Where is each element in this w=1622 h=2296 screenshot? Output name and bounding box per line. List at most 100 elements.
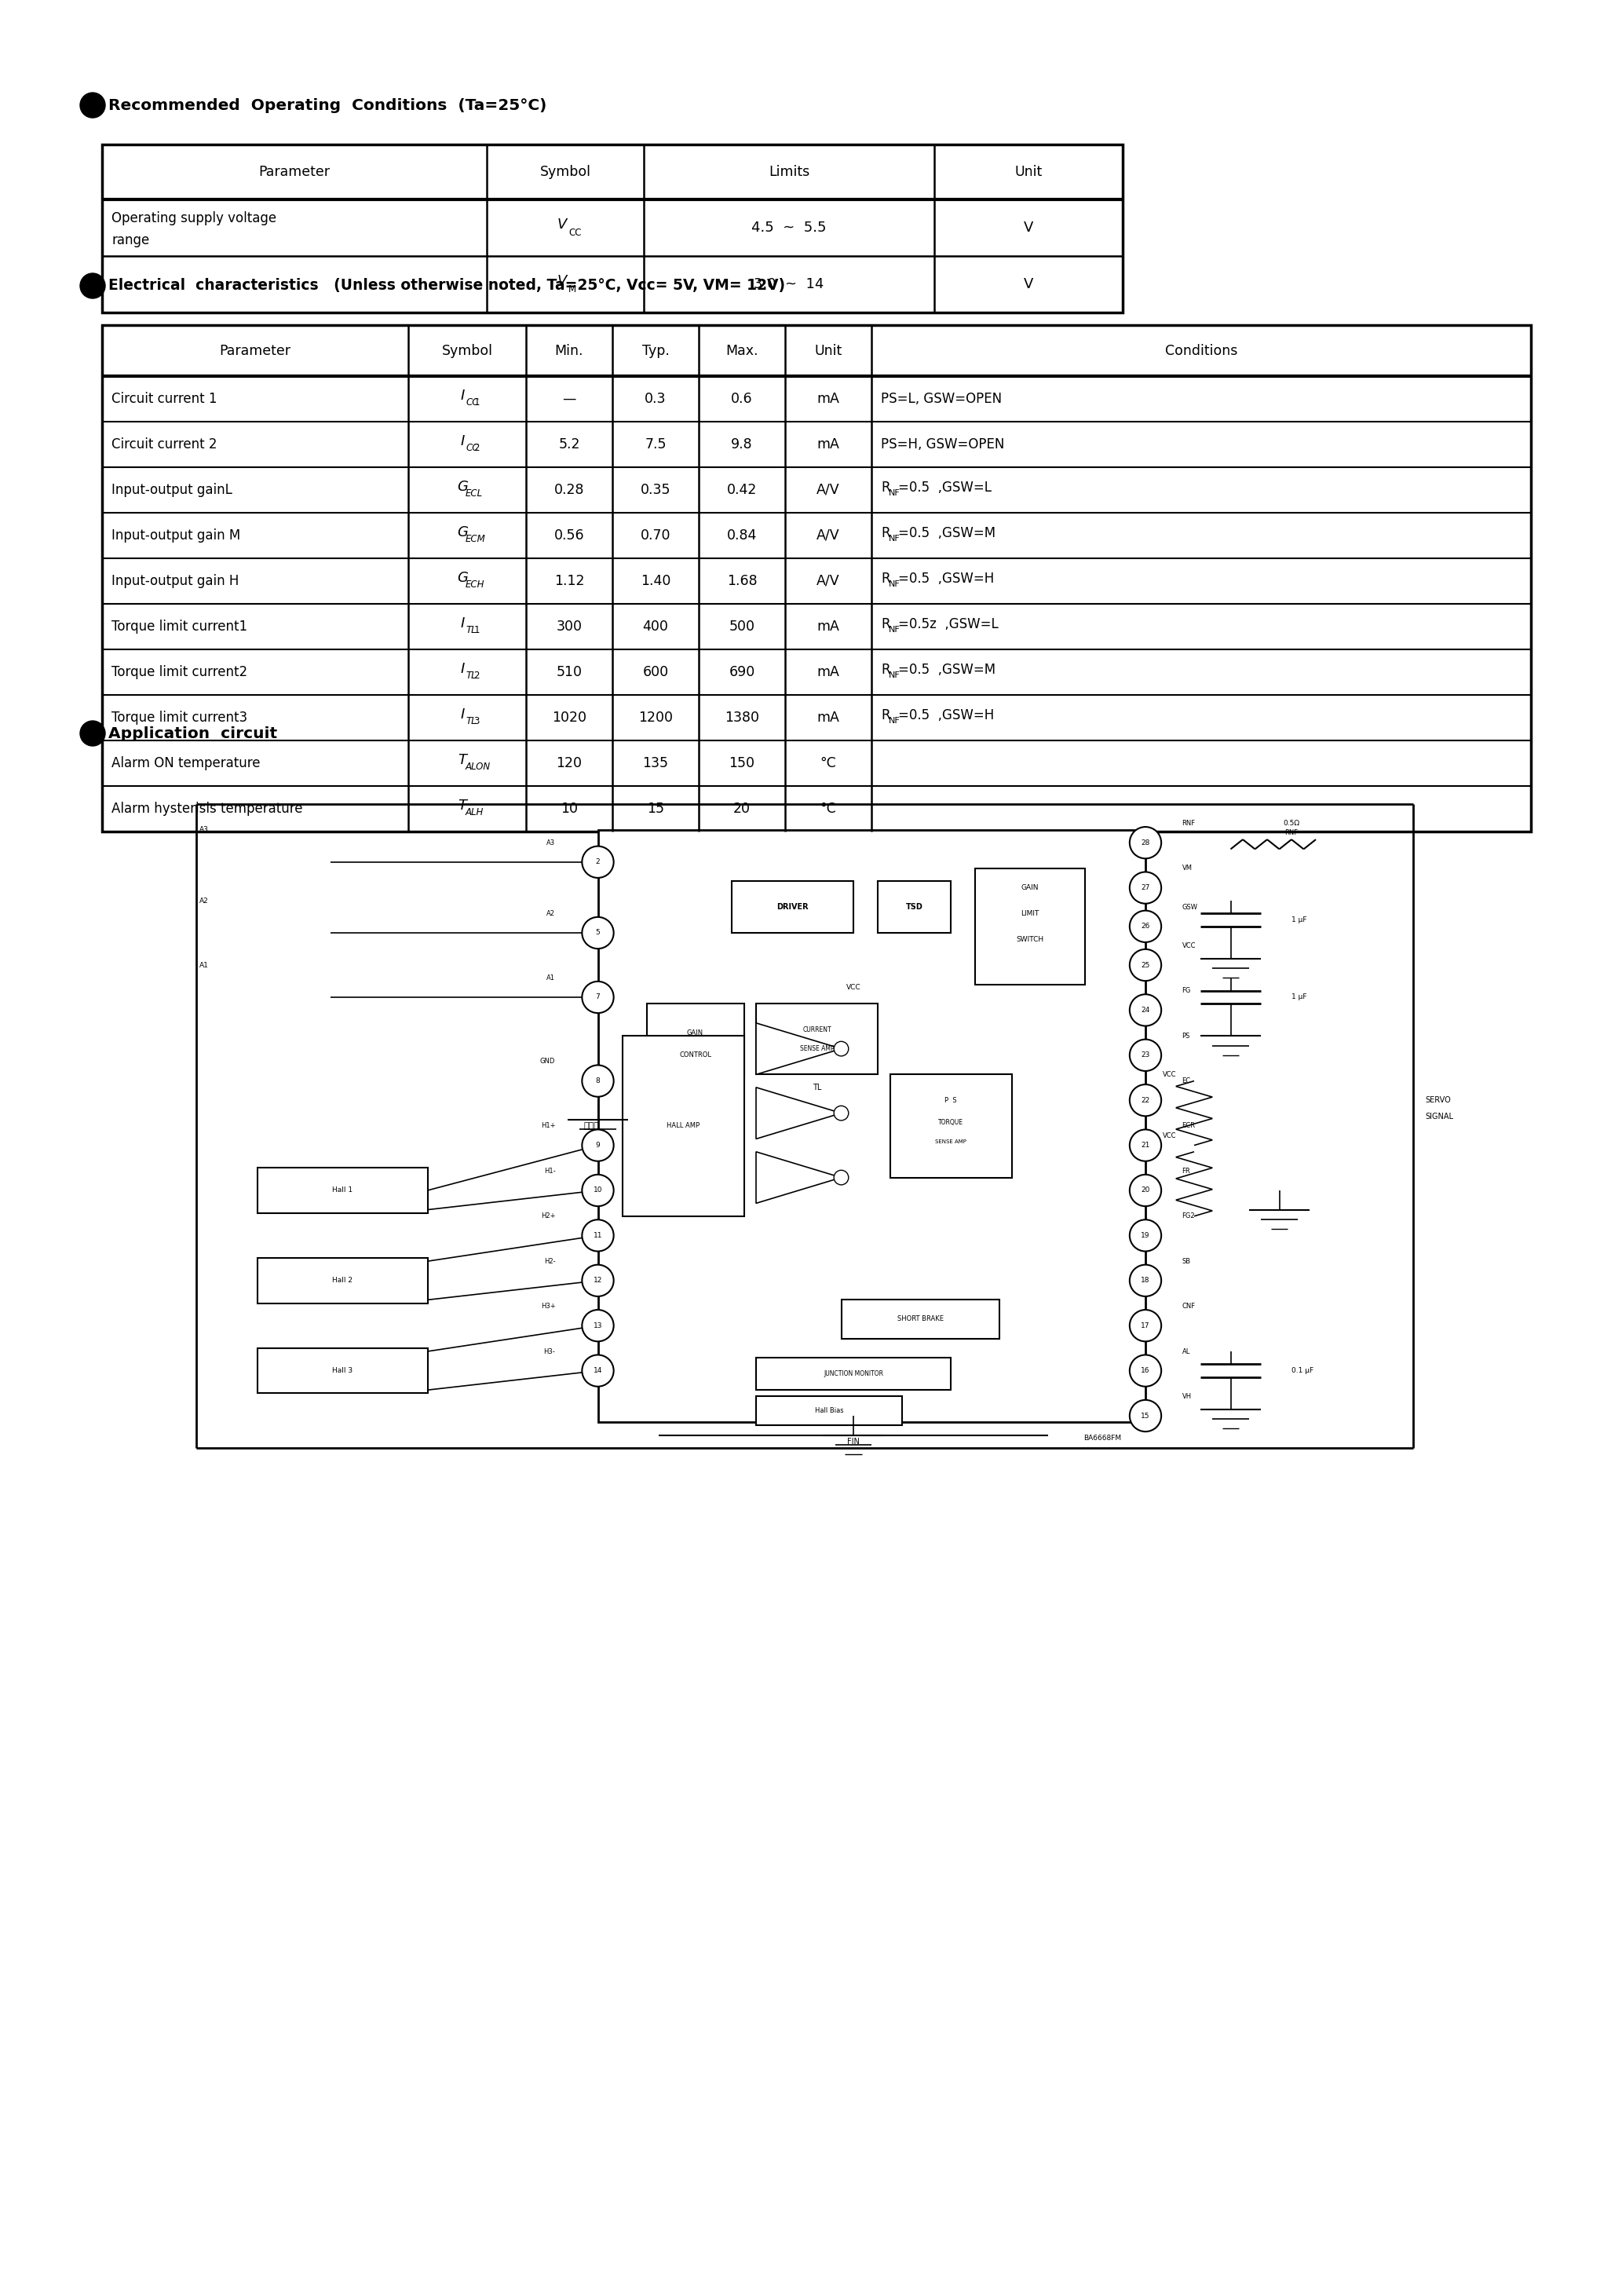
Text: Operating supply voltage: Operating supply voltage xyxy=(112,211,276,225)
Text: Unit: Unit xyxy=(1015,165,1043,179)
Text: 22: 22 xyxy=(1140,1097,1150,1104)
Text: 4.5  ~  5.5: 4.5 ~ 5.5 xyxy=(751,220,827,234)
Polygon shape xyxy=(756,1153,842,1203)
Text: Hall 3: Hall 3 xyxy=(333,1366,352,1375)
Circle shape xyxy=(1129,1401,1161,1433)
Text: °C: °C xyxy=(821,755,837,769)
Text: 12: 12 xyxy=(594,1277,602,1283)
Text: mA: mA xyxy=(817,620,840,634)
Text: Torque limit current3: Torque limit current3 xyxy=(112,712,248,726)
Text: I: I xyxy=(461,388,464,402)
Text: H3-: H3- xyxy=(543,1348,555,1355)
Text: TL: TL xyxy=(813,1084,821,1091)
Circle shape xyxy=(1129,1219,1161,1251)
Text: 300: 300 xyxy=(556,620,582,634)
Text: 0.35: 0.35 xyxy=(641,482,670,496)
Text: SWITCH: SWITCH xyxy=(1015,937,1043,944)
Circle shape xyxy=(834,1107,848,1120)
Text: Typ.: Typ. xyxy=(642,344,670,358)
Text: SHORT BRAKE: SHORT BRAKE xyxy=(897,1316,944,1322)
Text: R: R xyxy=(881,618,890,631)
Text: VM: VM xyxy=(1182,866,1192,872)
Text: ALON: ALON xyxy=(466,762,491,771)
Text: GAIN: GAIN xyxy=(1020,884,1038,891)
Text: 0.42: 0.42 xyxy=(727,482,757,496)
Text: A3: A3 xyxy=(547,838,555,847)
Text: 18: 18 xyxy=(1140,1277,1150,1283)
Text: 1200: 1200 xyxy=(639,712,673,726)
Text: DRIVER: DRIVER xyxy=(777,902,808,912)
Text: 2: 2 xyxy=(474,443,480,452)
Text: SB: SB xyxy=(1182,1258,1191,1265)
Text: 9.8: 9.8 xyxy=(732,436,753,452)
Text: 13: 13 xyxy=(594,1322,602,1329)
Text: VCC: VCC xyxy=(847,985,861,992)
Text: NF: NF xyxy=(889,581,900,588)
Circle shape xyxy=(1129,912,1161,941)
Text: H3+: H3+ xyxy=(540,1302,555,1309)
Text: 10: 10 xyxy=(594,1187,602,1194)
Text: 135: 135 xyxy=(642,755,668,769)
Text: 600: 600 xyxy=(642,666,668,680)
Text: R: R xyxy=(881,526,890,540)
Text: EC: EC xyxy=(1182,1077,1191,1084)
Text: 27: 27 xyxy=(1140,884,1150,891)
Text: Min.: Min. xyxy=(555,344,584,358)
Text: G: G xyxy=(457,526,467,540)
Circle shape xyxy=(582,1219,613,1251)
Text: 1.40: 1.40 xyxy=(641,574,670,588)
Text: VCC: VCC xyxy=(1182,941,1195,948)
Text: 9: 9 xyxy=(595,1141,600,1148)
Text: 7: 7 xyxy=(595,994,600,1001)
Polygon shape xyxy=(756,1088,842,1139)
Text: Input-output gain H: Input-output gain H xyxy=(112,574,238,588)
Text: SIGNAL: SIGNAL xyxy=(1426,1114,1453,1120)
Text: Torque limit current1: Torque limit current1 xyxy=(112,620,248,634)
Text: A2: A2 xyxy=(200,898,209,905)
Bar xyxy=(842,1300,999,1339)
Circle shape xyxy=(1129,948,1161,980)
Text: =0.5  ,GSW=M: =0.5 ,GSW=M xyxy=(899,526,996,540)
Text: 3: 3 xyxy=(474,716,480,726)
Bar xyxy=(623,1035,744,1217)
Text: 0.28: 0.28 xyxy=(555,482,584,496)
Circle shape xyxy=(1129,1355,1161,1387)
Text: mA: mA xyxy=(817,666,840,680)
Text: NF: NF xyxy=(889,489,900,496)
Text: 1.68: 1.68 xyxy=(727,574,757,588)
Text: V: V xyxy=(1023,220,1033,234)
Text: Max.: Max. xyxy=(725,344,757,358)
Text: JUNCTION MONITOR: JUNCTION MONITOR xyxy=(824,1371,884,1378)
Text: A/V: A/V xyxy=(816,574,840,588)
Text: Application  circuit: Application circuit xyxy=(109,726,277,742)
Text: CNF: CNF xyxy=(1182,1302,1195,1309)
Circle shape xyxy=(1129,994,1161,1026)
Text: 11: 11 xyxy=(594,1233,602,1240)
Text: =0.5  ,GSW=M: =0.5 ,GSW=M xyxy=(899,664,996,677)
Text: =0.5  ,GSW=L: =0.5 ,GSW=L xyxy=(899,480,991,494)
Circle shape xyxy=(582,1265,613,1297)
Text: 120: 120 xyxy=(556,755,582,769)
Bar xyxy=(258,1169,428,1212)
Bar xyxy=(258,1258,428,1304)
Text: ALH: ALH xyxy=(466,806,483,817)
Text: V: V xyxy=(558,273,568,289)
Text: P  S: P S xyxy=(944,1097,957,1104)
Text: T: T xyxy=(457,753,467,767)
Text: T: T xyxy=(457,799,467,813)
Text: FG2: FG2 xyxy=(1182,1212,1195,1219)
Text: HALL AMP: HALL AMP xyxy=(667,1123,699,1130)
Circle shape xyxy=(582,916,613,948)
Text: CC: CC xyxy=(568,227,581,236)
Text: VH: VH xyxy=(1182,1394,1192,1401)
Text: Hall 1: Hall 1 xyxy=(333,1187,352,1194)
Text: 0.5Ω: 0.5Ω xyxy=(1283,820,1299,827)
Text: 500: 500 xyxy=(728,620,754,634)
Text: H2+: H2+ xyxy=(540,1212,555,1219)
Circle shape xyxy=(79,92,105,117)
Text: Circuit current 1: Circuit current 1 xyxy=(112,393,217,406)
Circle shape xyxy=(834,1171,848,1185)
Text: 0.70: 0.70 xyxy=(641,528,670,542)
Text: 0.3: 0.3 xyxy=(646,393,667,406)
Text: 0.84: 0.84 xyxy=(727,528,757,542)
